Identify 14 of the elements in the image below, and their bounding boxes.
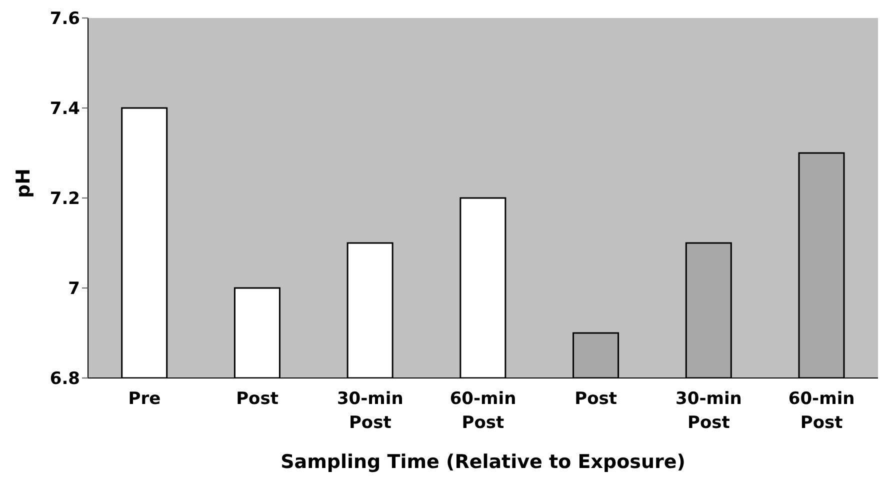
x-tick-label: 30-min Post	[336, 389, 404, 433]
x-tick-label: Post	[574, 389, 618, 409]
x-tick-label: Pre	[128, 389, 161, 409]
x-tick-label: 60-min Post	[788, 389, 855, 433]
x-axis-title: Sampling Time (Relative to Exposure)	[280, 451, 686, 473]
y-tick-label: 7.6	[50, 9, 80, 30]
x-tick-label: Post	[236, 389, 278, 409]
y-tick-label: 7	[68, 279, 80, 300]
y-tick-label: 6.8	[50, 369, 80, 390]
y-axis-title: pH	[12, 168, 35, 198]
y-tick-label: 7.2	[50, 189, 80, 210]
y-tick-label: 7.4	[50, 99, 80, 120]
x-tick-label: 30-min Post	[676, 389, 742, 433]
x-tick-label: 60-min Post	[450, 389, 516, 433]
